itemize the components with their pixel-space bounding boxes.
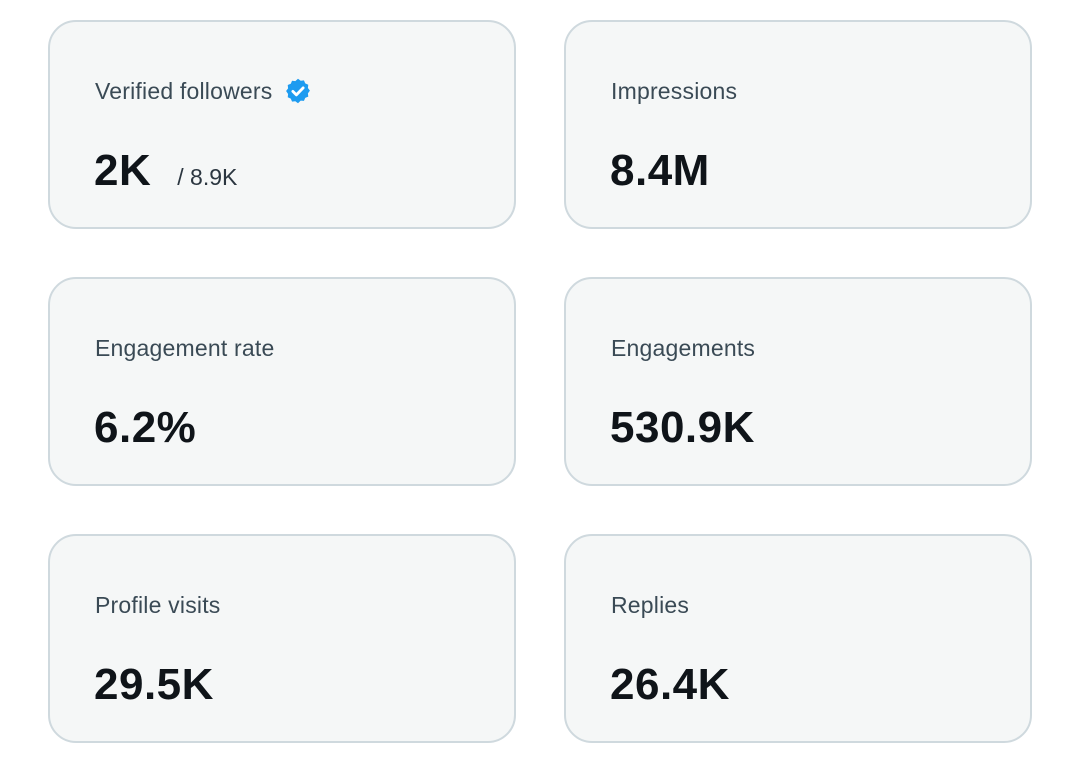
stat-label-row: Impressions — [611, 76, 737, 106]
stat-label: Impressions — [611, 77, 738, 104]
stat-subvalue: / 8.9K — [177, 164, 238, 190]
stat-value-row: 8.4M — [610, 146, 710, 196]
stat-label-row: Engagements — [611, 333, 755, 363]
stat-label: Profile visits — [95, 591, 221, 618]
stat-value-row: 26.4K — [610, 660, 730, 710]
stat-value: 26.4K — [610, 660, 730, 709]
stat-label-row: Verified followers — [95, 76, 312, 106]
stat-card-verified-followers[interactable]: Verified followers 2K / 8.9K — [48, 20, 516, 229]
stat-label: Engagement rate — [95, 334, 275, 361]
stat-label-row: Replies — [611, 590, 689, 620]
stat-value-row: 6.2% — [94, 403, 196, 453]
stat-card-impressions[interactable]: Impressions 8.4M — [564, 20, 1032, 229]
stat-label-row: Engagement rate — [95, 333, 274, 363]
stat-value: 6.2% — [94, 403, 197, 452]
stat-value-row: 29.5K — [94, 660, 214, 710]
stat-value: 8.4M — [610, 146, 710, 195]
stat-label: Verified followers — [95, 77, 273, 104]
stat-value-row: 530.9K — [610, 403, 755, 453]
stat-card-engagement-rate[interactable]: Engagement rate 6.2% — [48, 277, 516, 486]
stat-label: Replies — [611, 591, 690, 618]
stat-value: 2K — [94, 146, 152, 195]
stat-value: 29.5K — [94, 660, 214, 709]
stat-card-replies[interactable]: Replies 26.4K — [564, 534, 1032, 743]
stat-label-row: Profile visits — [95, 590, 221, 620]
stats-grid: Verified followers 2K / 8.9K Impressions… — [48, 20, 1032, 743]
stat-value: 530.9K — [610, 403, 755, 452]
stat-card-profile-visits[interactable]: Profile visits 29.5K — [48, 534, 516, 743]
stat-value-row: 2K / 8.9K — [94, 146, 237, 196]
stat-card-engagements[interactable]: Engagements 530.9K — [564, 277, 1032, 486]
verified-badge-icon — [284, 77, 312, 105]
stat-label: Engagements — [611, 334, 756, 361]
